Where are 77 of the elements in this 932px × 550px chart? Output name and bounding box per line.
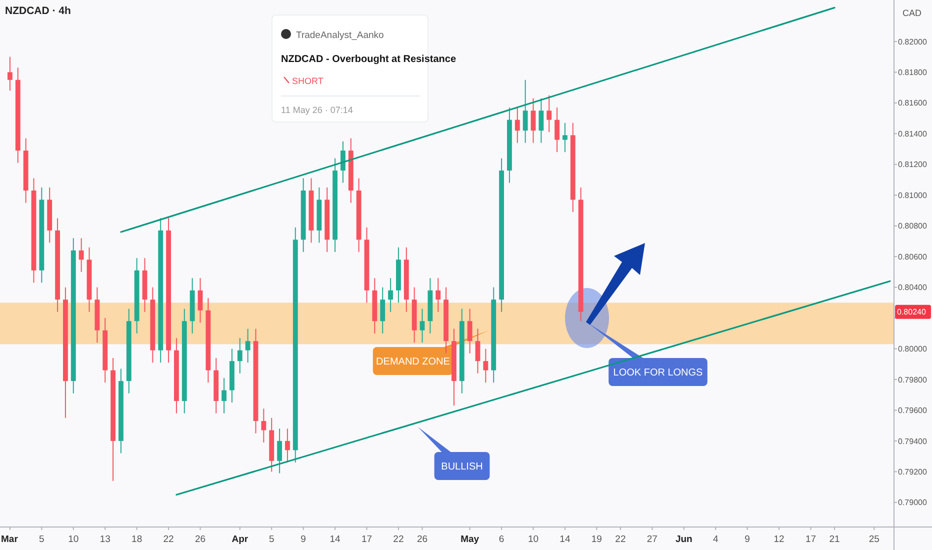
x-tick-label: 4	[712, 534, 718, 545]
x-tick-label: 5	[268, 534, 274, 545]
candlestick	[277, 428, 282, 474]
x-tick-label: 26	[194, 534, 206, 545]
candlestick	[388, 278, 393, 312]
candlestick	[198, 278, 203, 324]
y-tick-label: 0.81400	[898, 129, 928, 138]
annotation: 11 May 26 · 07:14	[281, 105, 353, 115]
y-tick-label: 0.80400	[898, 283, 928, 292]
candlestick	[562, 122, 568, 153]
x-tick-label: 14	[560, 534, 570, 545]
candlestick	[245, 328, 250, 364]
annotation: BULLISH	[441, 462, 483, 472]
x-tick-label: 10	[528, 534, 539, 545]
y-tick-label: 0.79400	[898, 436, 928, 446]
x-tick-label: 10	[68, 534, 79, 545]
candlestick	[467, 308, 472, 354]
candlestick	[380, 286, 386, 334]
x-tick-label: 13	[100, 534, 110, 545]
y-tick-label: 0.79000	[898, 498, 928, 508]
candlestick	[285, 428, 290, 463]
x-tick-label: 6	[498, 534, 504, 545]
y-tick-label: 0.80000	[898, 344, 928, 354]
candlestick	[514, 107, 520, 144]
x-tick-label: 19	[591, 534, 602, 545]
candlestick	[522, 79, 528, 144]
candlestick	[554, 107, 560, 153]
candlestick	[530, 98, 536, 144]
candlestick	[78, 238, 84, 272]
text: NZDCAD - Overbought at Resistance	[281, 54, 456, 65]
x-tick-label: 27	[646, 534, 658, 545]
x-tick-label: 22	[393, 534, 404, 545]
y-tick-label: 0.82000	[898, 37, 928, 46]
y-tick-label: 0.81200	[898, 160, 928, 170]
y-tick-label: 0.80800	[898, 222, 928, 231]
x-tick-label: 17	[805, 534, 816, 545]
y-tick-label: 0.79200	[898, 467, 928, 476]
y-tick-label: 0.81600	[898, 98, 928, 108]
x-tick-label: 25	[868, 534, 880, 545]
candlestick	[538, 98, 544, 144]
x-tick-label: Apr	[232, 534, 248, 545]
y-tick-label: 0.81000	[898, 190, 928, 200]
x-tick-label: 17	[361, 534, 372, 545]
candlestick	[8, 56, 12, 92]
text: 0.80240	[897, 308, 926, 317]
candlestick	[483, 348, 488, 384]
candlestick	[546, 94, 552, 133]
x-tick-label: Mar	[1, 534, 18, 545]
annotation: TradeAnalyst_Aanko	[296, 30, 384, 41]
x-tick-label: 5	[39, 534, 44, 545]
candlestick	[340, 140, 346, 184]
candlestick	[261, 408, 266, 443]
x-tick-label: 22	[163, 534, 174, 545]
candlestick	[436, 278, 441, 312]
x-tick-label: 12	[774, 534, 784, 545]
annotation: LOOK FOR LONGS	[613, 368, 704, 378]
y-tick-label: 0.79800	[898, 375, 928, 384]
y-tick-label: 0.79600	[898, 406, 928, 416]
y-tick-label: 0.81800	[898, 68, 928, 78]
text: NZDCAD · 4h	[5, 5, 71, 17]
candlestick	[237, 338, 242, 374]
x-tick-label: 9	[300, 534, 306, 545]
y-axis-title: CAD	[902, 8, 922, 18]
x-tick-label: May	[460, 534, 480, 545]
x-tick-label: 21	[829, 534, 840, 545]
candlestick	[222, 377, 226, 414]
annotation: SHORT	[292, 76, 324, 86]
y-tick-label: 0.80600	[898, 252, 928, 262]
x-tick-label: 22	[615, 534, 626, 545]
candlestick	[475, 328, 480, 374]
x-tick-label: 26	[416, 534, 428, 545]
x-tick-label: 9	[744, 534, 750, 545]
x-tick-label: 18	[132, 534, 142, 545]
annotation: DEMAND ZONE	[376, 356, 450, 368]
x-tick-label: 14	[330, 534, 340, 545]
x-tick-label: Jun	[675, 534, 693, 545]
candlestick	[420, 308, 425, 344]
